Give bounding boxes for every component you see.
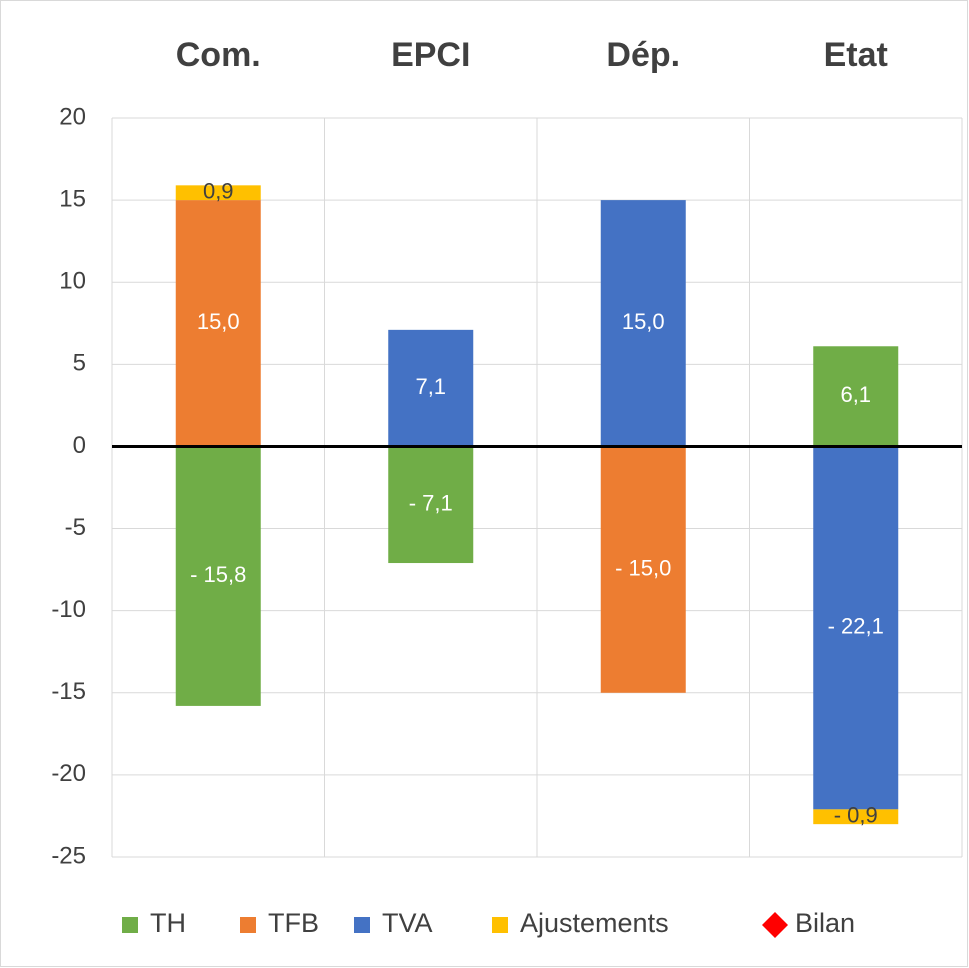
data-label: 15,0 [197,309,240,334]
data-label: - 15,0 [615,555,671,580]
bar-segment [813,809,899,825]
y-tick-label: -10 [51,596,86,623]
legend-marker [354,917,370,933]
data-label: 6,1 [840,382,871,407]
y-tick-label: 5 [73,350,86,377]
legend-label: TFB [268,908,319,938]
bar-segment [175,200,261,447]
y-tick-label: -20 [51,760,86,787]
legend-label: Bilan [795,908,855,938]
data-label: 15,0 [622,309,665,334]
y-tick-label: 10 [59,268,86,295]
bar-segment [175,446,261,706]
bar-segment [813,446,899,810]
data-label: - 0,9 [834,803,878,828]
data-label: - 22,1 [828,614,884,639]
category-label: Etat [824,36,888,74]
category-label: Com. [176,36,261,74]
legend-label: Ajustements [520,908,669,938]
bar-segment [600,200,686,447]
legend-marker [122,917,138,933]
bar-segment [388,329,474,447]
y-tick-label: 0 [73,432,86,459]
bar-segment [388,446,474,564]
y-tick-label: -5 [65,514,86,541]
legend-marker [762,912,788,938]
bar-segment [175,185,261,201]
legend-label: TH [150,908,186,938]
data-label: 0,9 [203,179,234,204]
category-label: EPCI [391,36,470,74]
bar-segment [600,446,686,693]
y-tick-label: 15 [59,185,86,212]
data-label: - 15,8 [190,562,246,587]
legend-marker [492,917,508,933]
y-tick-label: -15 [51,678,86,705]
y-tick-label: -25 [51,842,86,869]
y-tick-label: 20 [59,103,86,130]
legend-label: TVA [382,908,433,938]
category-label: Dép. [606,36,680,74]
legend-marker [240,917,256,933]
data-label: 7,1 [415,374,446,399]
bar-segment [813,346,899,447]
data-label: - 7,1 [409,491,453,516]
